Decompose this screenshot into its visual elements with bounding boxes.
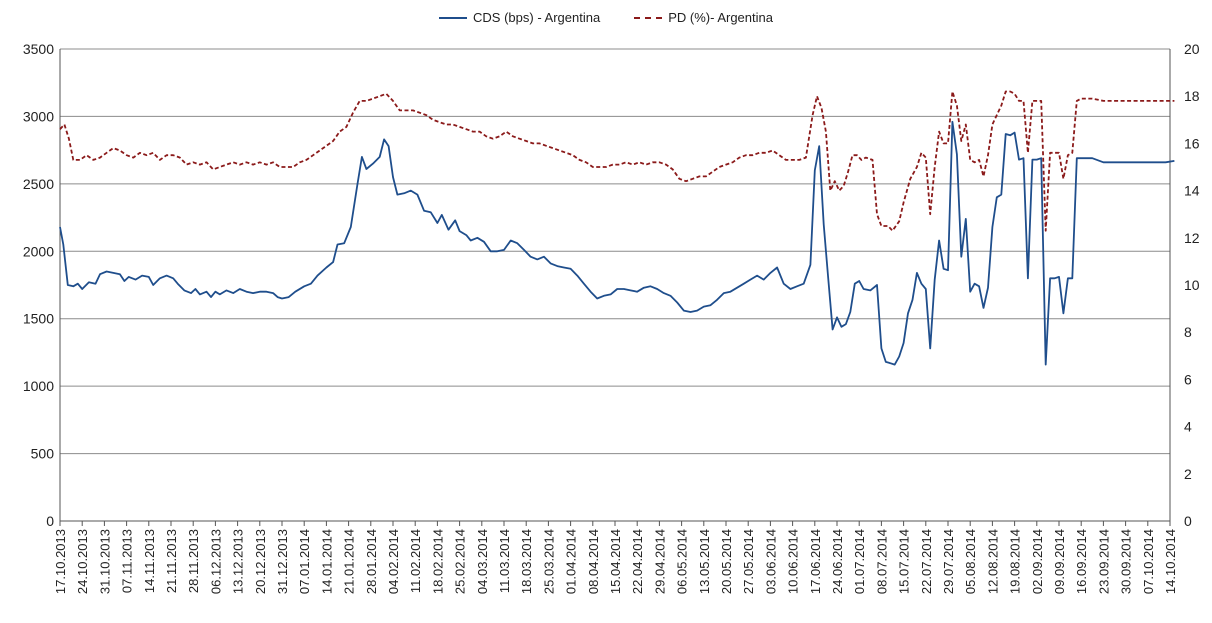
x-tick-label: 31.10.2013 [97,529,112,594]
y-left-tick-label: 3000 [23,108,54,124]
x-tick-label: 28.11.2013 [186,529,201,593]
x-tick-label: 20.05.2014 [719,529,734,594]
x-tick-label: 18.02.2014 [430,529,445,594]
y-left-tick-label: 3500 [23,41,54,57]
x-tick-label: 11.03.2014 [497,529,512,593]
y-right-tick-label: 2 [1184,466,1192,482]
x-tick-label: 21.01.2014 [342,529,357,594]
series-line-cds [59,120,1175,366]
legend-label-pd: PD (%)- Argentina [668,10,773,25]
y-right-tick-label: 14 [1184,183,1200,199]
y-right-tick-label: 10 [1184,277,1200,293]
y-left-tick-label: 1000 [23,378,54,394]
y-left-tick-label: 2500 [23,176,54,192]
x-tick-label: 23.09.2014 [1096,529,1111,594]
x-tick-label: 11.02.2014 [408,529,423,593]
x-tick-label: 28.01.2014 [364,529,379,594]
x-tick-label: 27.05.2014 [741,529,756,594]
y-right-tick-label: 16 [1184,135,1200,151]
x-tick-label: 29.07.2014 [941,529,956,594]
x-tick-label: 09.09.2014 [1052,529,1067,594]
x-tick-label: 19.08.2014 [1008,529,1023,594]
legend-swatch-cds [439,16,468,19]
x-tick-label: 18.03.2014 [519,529,534,594]
x-tick-label: 04.02.2014 [386,529,401,594]
x-tick-label: 22.04.2014 [630,529,645,594]
x-tick-label: 08.04.2014 [586,529,601,594]
legend-swatch-pd [634,16,663,19]
legend: CDS (bps) - Argentina PD (%)- Argentina [0,10,1212,25]
x-tick-label: 25.02.2014 [453,529,468,594]
x-tick-label: 17.10.2013 [53,529,68,594]
y-right-tick-label: 6 [1184,371,1192,387]
x-tick-label: 21.11.2013 [164,529,179,593]
x-tick-label: 07.01.2014 [297,529,312,594]
series-line-pd [59,90,1175,232]
x-tick-label: 22.07.2014 [919,529,934,594]
x-tick-label: 10.06.2014 [786,529,801,594]
x-tick-label: 07.10.2014 [1141,529,1156,594]
legend-item-cds: CDS (bps) - Argentina [439,10,600,25]
x-tick-label: 25.03.2014 [541,529,556,594]
x-tick-label: 29.04.2014 [652,529,667,594]
y-left-tick-label: 2000 [23,243,54,259]
y-left-tick-label: 1500 [23,311,54,327]
x-tick-label: 24.06.2014 [830,529,845,594]
x-tick-label: 12.08.2014 [985,529,1000,594]
x-tick-label: 01.07.2014 [852,529,867,594]
x-tick-label: 03.06.2014 [763,529,778,594]
legend-label-cds: CDS (bps) - Argentina [473,10,601,25]
x-tick-label: 06.05.2014 [675,529,690,594]
x-tick-label: 15.07.2014 [897,529,912,594]
x-tick-label: 04.03.2014 [475,529,490,594]
y-right-tick-label: 12 [1184,230,1200,246]
y-left-tick-label: 500 [31,446,55,462]
x-tick-label: 07.11.2013 [120,529,135,593]
x-tick-label: 06.12.2013 [208,529,223,594]
y-right-tick-label: 18 [1184,88,1200,104]
x-tick-label: 30.09.2014 [1119,529,1134,594]
x-tick-label: 05.08.2014 [963,529,978,594]
x-tick-label: 02.09.2014 [1030,529,1045,594]
x-tick-label: 20.12.2013 [253,529,268,594]
x-tick-label: 14.10.2014 [1163,529,1178,594]
y-right-tick-label: 8 [1184,324,1192,340]
x-tick-label: 13.12.2013 [231,529,246,594]
legend-item-pd: PD (%)- Argentina [634,10,773,25]
x-tick-label: 14.11.2013 [142,529,157,593]
x-tick-label: 13.05.2014 [697,529,712,594]
x-tick-label: 08.07.2014 [874,529,889,594]
x-tick-label: 14.01.2014 [319,529,334,594]
x-tick-label: 17.06.2014 [808,529,823,594]
y-right-tick-label: 4 [1184,419,1192,435]
y-right-tick-label: 20 [1184,41,1200,57]
y-left-tick-label: 0 [46,513,54,529]
y-right-tick-label: 0 [1184,513,1192,529]
x-tick-label: 24.10.2013 [75,529,90,594]
x-tick-label: 31.12.2013 [275,529,290,594]
x-tick-label: 01.04.2014 [564,529,579,594]
x-tick-label: 16.09.2014 [1074,529,1089,594]
x-tick-label: 15.04.2014 [608,529,623,594]
